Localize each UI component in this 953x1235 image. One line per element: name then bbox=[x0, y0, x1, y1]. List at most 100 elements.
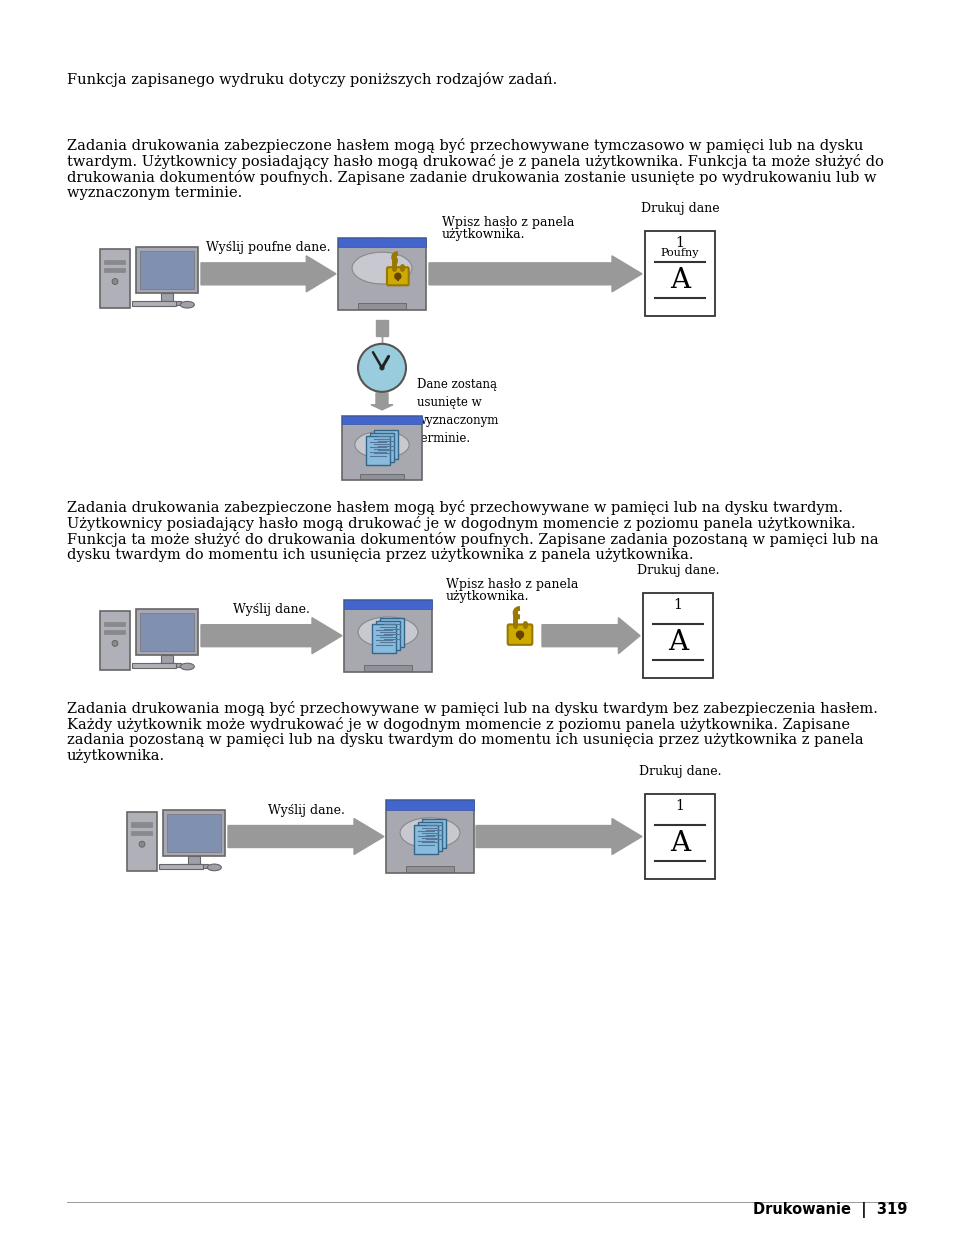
FancyBboxPatch shape bbox=[344, 600, 432, 672]
FancyBboxPatch shape bbox=[366, 436, 389, 464]
FancyBboxPatch shape bbox=[158, 864, 203, 868]
FancyBboxPatch shape bbox=[518, 635, 520, 640]
Text: użytkownika.: użytkownika. bbox=[441, 228, 525, 241]
FancyBboxPatch shape bbox=[418, 823, 441, 851]
Circle shape bbox=[379, 366, 383, 369]
FancyArrow shape bbox=[201, 618, 341, 653]
FancyBboxPatch shape bbox=[370, 433, 393, 462]
FancyBboxPatch shape bbox=[644, 794, 714, 879]
FancyBboxPatch shape bbox=[140, 251, 193, 289]
Text: Drukuj dane: Drukuj dane bbox=[640, 201, 719, 215]
FancyBboxPatch shape bbox=[363, 664, 412, 671]
Text: Wyślij poufne dane.: Wyślij poufne dane. bbox=[206, 241, 331, 254]
FancyBboxPatch shape bbox=[386, 800, 474, 810]
Ellipse shape bbox=[180, 301, 194, 308]
FancyBboxPatch shape bbox=[337, 238, 426, 247]
Circle shape bbox=[112, 279, 118, 284]
FancyBboxPatch shape bbox=[132, 663, 176, 668]
FancyBboxPatch shape bbox=[161, 655, 173, 663]
Text: 1: 1 bbox=[675, 799, 683, 813]
Text: Dane zostaną
usunięte w
wyznaczonym
terminie.: Dane zostaną usunięte w wyznaczonym term… bbox=[416, 378, 498, 445]
Text: użytkownika.: użytkownika. bbox=[446, 590, 529, 603]
FancyBboxPatch shape bbox=[105, 621, 126, 626]
FancyBboxPatch shape bbox=[188, 856, 200, 864]
Text: zadania pozostaną w pamięci lub na dysku twardym do momentu ich usunięcia przez : zadania pozostaną w pamięci lub na dysku… bbox=[67, 732, 862, 747]
Text: Każdy użytkownik może wydrukować je w dogodnym momencie z poziomu panela użytkow: Każdy użytkownik może wydrukować je w do… bbox=[67, 716, 849, 731]
Ellipse shape bbox=[352, 252, 412, 284]
FancyArrow shape bbox=[228, 819, 384, 855]
FancyBboxPatch shape bbox=[372, 624, 395, 653]
FancyBboxPatch shape bbox=[105, 259, 126, 264]
Text: dysku twardym do momentu ich usunięcia przez użytkownika z panela użytkownika.: dysku twardym do momentu ich usunięcia p… bbox=[67, 547, 693, 562]
FancyBboxPatch shape bbox=[180, 864, 208, 868]
FancyBboxPatch shape bbox=[387, 267, 408, 285]
Circle shape bbox=[139, 841, 145, 847]
FancyBboxPatch shape bbox=[100, 611, 130, 669]
Text: A: A bbox=[669, 830, 689, 857]
FancyBboxPatch shape bbox=[396, 277, 398, 282]
Text: A: A bbox=[669, 267, 689, 294]
FancyBboxPatch shape bbox=[163, 810, 225, 856]
FancyBboxPatch shape bbox=[136, 247, 198, 293]
Text: twardym. Użytkownicy posiadający hasło mogą drukować je z panela użytkownika. Fu: twardym. Użytkownicy posiadający hasło m… bbox=[67, 154, 882, 169]
Ellipse shape bbox=[355, 431, 409, 458]
FancyBboxPatch shape bbox=[341, 416, 421, 424]
FancyArrow shape bbox=[476, 819, 641, 855]
Ellipse shape bbox=[207, 864, 221, 871]
FancyBboxPatch shape bbox=[357, 303, 406, 309]
Circle shape bbox=[112, 641, 118, 646]
FancyBboxPatch shape bbox=[405, 866, 454, 872]
Text: Drukuj dane.: Drukuj dane. bbox=[639, 764, 720, 778]
Circle shape bbox=[357, 343, 406, 391]
Text: wyznaczonym terminie.: wyznaczonym terminie. bbox=[67, 186, 242, 200]
FancyBboxPatch shape bbox=[127, 811, 157, 871]
FancyBboxPatch shape bbox=[152, 301, 181, 305]
Ellipse shape bbox=[180, 663, 194, 669]
FancyBboxPatch shape bbox=[167, 814, 221, 851]
FancyBboxPatch shape bbox=[359, 474, 403, 479]
FancyBboxPatch shape bbox=[414, 825, 437, 853]
Text: Drukuj dane.: Drukuj dane. bbox=[636, 563, 719, 577]
Text: Poufny: Poufny bbox=[660, 247, 699, 258]
FancyBboxPatch shape bbox=[132, 823, 152, 826]
FancyBboxPatch shape bbox=[132, 301, 176, 306]
FancyBboxPatch shape bbox=[422, 819, 445, 847]
FancyBboxPatch shape bbox=[507, 625, 532, 645]
FancyArrow shape bbox=[541, 618, 639, 653]
FancyBboxPatch shape bbox=[105, 630, 126, 634]
FancyBboxPatch shape bbox=[644, 231, 714, 316]
FancyArrow shape bbox=[375, 320, 388, 343]
Text: drukowania dokumentów poufnych. Zapisane zadanie drukowania zostanie usunięte po: drukowania dokumentów poufnych. Zapisane… bbox=[67, 170, 876, 185]
Text: 1: 1 bbox=[673, 598, 681, 613]
Ellipse shape bbox=[399, 818, 459, 848]
FancyBboxPatch shape bbox=[136, 609, 198, 655]
Text: Zadania drukowania mogą być przechowywane w pamięci lub na dysku twardym bez zab: Zadania drukowania mogą być przechowywan… bbox=[67, 700, 877, 715]
Text: Wyślij dane.: Wyślij dane. bbox=[267, 804, 344, 816]
FancyBboxPatch shape bbox=[386, 800, 474, 873]
FancyBboxPatch shape bbox=[105, 268, 126, 272]
FancyArrow shape bbox=[201, 256, 335, 291]
Text: 1: 1 bbox=[675, 236, 683, 251]
Text: Zadania drukowania zabezpieczone hasłem mogą być przechowywane w pamięci lub na : Zadania drukowania zabezpieczone hasłem … bbox=[67, 500, 842, 515]
FancyBboxPatch shape bbox=[337, 238, 426, 310]
Text: użytkownika.: użytkownika. bbox=[67, 748, 165, 762]
FancyBboxPatch shape bbox=[375, 430, 397, 458]
FancyBboxPatch shape bbox=[152, 663, 181, 667]
Ellipse shape bbox=[357, 618, 417, 647]
FancyBboxPatch shape bbox=[161, 293, 173, 301]
Text: Użytkownicy posiadający hasło mogą drukować je w dogodnym momencie z poziomu pan: Użytkownicy posiadający hasło mogą druko… bbox=[67, 516, 855, 531]
Text: A: A bbox=[667, 629, 687, 656]
Text: Wpisz hasło z panela: Wpisz hasło z panela bbox=[446, 578, 578, 590]
FancyBboxPatch shape bbox=[380, 619, 403, 647]
Text: Funkcja ta może służyć do drukowania dokumentów poufnych. Zapisane zadania pozos: Funkcja ta może służyć do drukowania dok… bbox=[67, 532, 878, 547]
Circle shape bbox=[516, 631, 523, 638]
FancyBboxPatch shape bbox=[132, 831, 152, 835]
FancyBboxPatch shape bbox=[140, 613, 193, 651]
Text: Wyślij dane.: Wyślij dane. bbox=[233, 603, 310, 616]
FancyBboxPatch shape bbox=[344, 600, 432, 609]
FancyBboxPatch shape bbox=[100, 249, 130, 308]
FancyBboxPatch shape bbox=[341, 416, 421, 480]
FancyArrow shape bbox=[429, 256, 641, 291]
FancyBboxPatch shape bbox=[642, 593, 712, 678]
Text: Wpisz hasło z panela: Wpisz hasło z panela bbox=[441, 216, 574, 228]
